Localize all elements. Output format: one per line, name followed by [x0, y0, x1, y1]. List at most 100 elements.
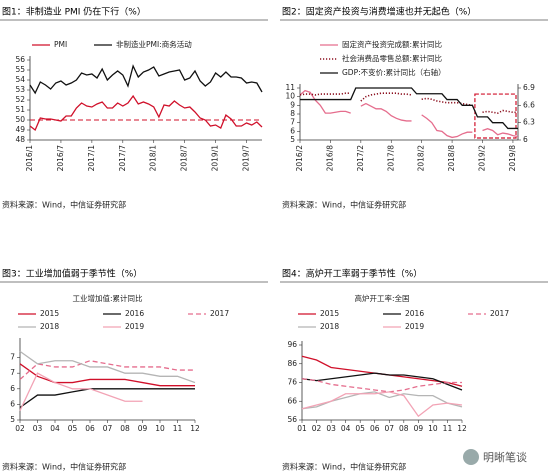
series-line [19, 350, 196, 384]
x-tick-label: 2019/8 [508, 145, 517, 172]
legend-label: 2016 [405, 309, 424, 318]
series-line [299, 89, 519, 139]
y-tick-label: 49 [15, 125, 25, 134]
y-tick-label: 56 [287, 415, 297, 424]
x-tick-label: 2016/1 [25, 145, 34, 172]
legend-label: 2019 [405, 322, 424, 331]
x-tick-label: 2018/2 [417, 145, 426, 172]
legend-label: 2018 [40, 322, 59, 331]
x-tick-label: 11 [443, 424, 453, 433]
series-line [301, 372, 463, 391]
chart-title: 图2：固定资产投资与消费增速也并无起色（%） [282, 6, 476, 18]
x-tick-label: 06 [85, 424, 95, 433]
x-tick-label: 12 [190, 424, 200, 433]
x-tick-label: 07 [103, 424, 113, 433]
source-note: 资料来源：Wind，中信证券研究部 [282, 200, 406, 210]
series-line [19, 388, 195, 409]
x-tick-label: 12 [457, 424, 467, 433]
y2-tick-label: 6 [523, 135, 528, 144]
x-tick-label: 2016/2 [295, 145, 304, 172]
legend-label: 固定资产投资完成额:累计同比 [342, 39, 443, 49]
legend-label: 社会消费品零售总额:累计同比 [342, 53, 443, 63]
x-tick-label: 01 [297, 424, 307, 433]
y2-tick-label: 6.3 [523, 118, 535, 127]
y-tick-label: 7 [10, 353, 15, 362]
source-note: 资料来源：Wind，中信证券研究部 [2, 200, 126, 210]
y-tick-label: 66 [287, 396, 297, 405]
x-tick-label: 06 [370, 424, 380, 433]
series-line [19, 363, 195, 387]
x-tick-label: 10 [428, 424, 438, 433]
y-tick-label: 86 [287, 359, 297, 368]
x-tick-label: 09 [138, 424, 148, 433]
legend-label: GDP:不变价:累计同比（右轴） [342, 67, 446, 77]
y-tick-label: 7 [290, 118, 295, 127]
x-tick-label: 2017/7 [118, 145, 127, 172]
y-tick-label: 11 [285, 83, 295, 92]
chart-subtitle: 高炉开工率:全国 [354, 293, 409, 303]
y-tick-label: 52 [15, 95, 25, 104]
legend-label: 2018 [320, 322, 339, 331]
watermark: 明晰笔谈 [463, 449, 527, 465]
legend-label: 2015 [40, 309, 59, 318]
y-tick-label: 10 [285, 92, 295, 101]
y-tick-label: 5 [10, 415, 15, 424]
chart-title: 图3：工业增加值弱于季节性（%） [2, 268, 142, 280]
source-note: 资料来源：Wind，中信证券研究部 [282, 462, 406, 472]
x-tick-label: 04 [341, 424, 351, 433]
x-tick-label: 05 [355, 424, 365, 433]
legend-label: 2017 [490, 309, 509, 318]
x-tick-label: 04 [50, 424, 60, 433]
x-tick-label: 2016/8 [325, 145, 334, 172]
series-line [29, 94, 263, 132]
y-tick-label: 76 [287, 378, 297, 387]
x-tick-label: 2019/7 [242, 145, 251, 172]
highlight-box [474, 93, 517, 139]
x-tick-label: 08 [120, 424, 130, 433]
x-tick-label: 02 [15, 424, 25, 433]
x-tick-label: 2018/1 [149, 145, 158, 172]
series-line [19, 372, 143, 411]
watermark-text: 明晰笔谈 [483, 450, 527, 464]
legend-label: 2016 [125, 309, 144, 318]
y-tick-label: 6 [10, 399, 15, 408]
y-tick-label: 6 [290, 126, 295, 135]
y2-tick-label: 6.9 [523, 83, 535, 92]
y-tick-label: 50 [15, 115, 25, 124]
y-tick-label: 51 [15, 105, 25, 114]
x-tick-label: 11 [173, 424, 183, 433]
y-tick-label: 8 [290, 109, 295, 118]
legend-label: 2019 [125, 322, 144, 331]
watermark-icon [463, 449, 479, 465]
y-tick-label: 54 [15, 75, 25, 84]
y-tick-label: 96 [287, 340, 297, 349]
x-tick-label: 2016/7 [56, 145, 65, 172]
y-tick-label: 6 [10, 384, 15, 393]
chart-title: 图1：非制造业 PMI 仍在下行（%） [2, 6, 146, 18]
series-line [301, 391, 463, 418]
x-tick-label: 2017/2 [356, 145, 365, 172]
series-line [300, 87, 518, 130]
x-tick-label: 2018/8 [447, 145, 456, 172]
x-tick-label: 2019/1 [211, 145, 220, 172]
y-tick-label: 5 [290, 135, 295, 144]
chart-subtitle: 工业增加值:累计同比 [72, 293, 143, 303]
legend-label: 非制造业PMI:商务活动 [116, 39, 192, 49]
y-tick-label: 9 [290, 100, 295, 109]
x-tick-label: 2017/1 [87, 145, 96, 172]
x-tick-label: 2017/8 [386, 145, 395, 172]
x-tick-label: 09 [414, 424, 424, 433]
series-line [19, 360, 195, 380]
legend-label: 2017 [210, 309, 229, 318]
x-tick-label: 08 [399, 424, 409, 433]
x-tick-label: 07 [384, 424, 394, 433]
y-tick-label: 48 [15, 135, 25, 144]
y-tick-label: 55 [15, 65, 25, 74]
series-line [29, 64, 263, 95]
series-line [299, 92, 518, 114]
y-tick-label: 53 [15, 85, 25, 94]
y-tick-label: 7 [10, 368, 15, 377]
x-tick-label: 03 [326, 424, 336, 433]
x-tick-label: 2018/7 [180, 145, 189, 172]
